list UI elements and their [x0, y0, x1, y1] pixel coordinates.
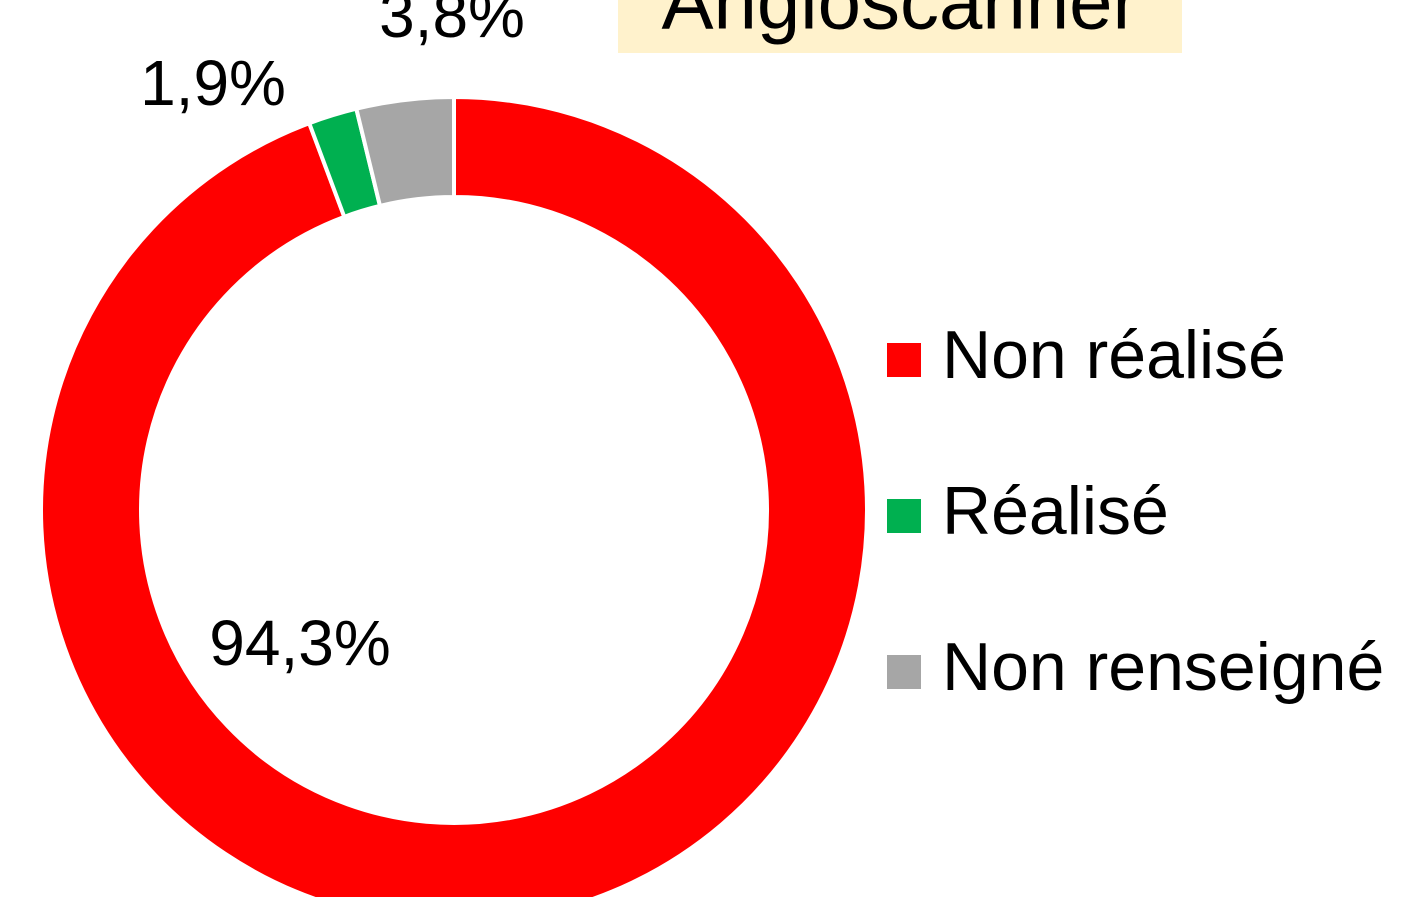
data-label: 3,8%	[379, 0, 525, 51]
legend-swatch	[887, 499, 921, 533]
chart-title: Angioscanner	[662, 0, 1139, 46]
donut-segment	[353, 94, 456, 209]
data-label: 94,3%	[209, 607, 390, 679]
legend-swatch	[887, 655, 921, 689]
legend-label: Réalisé	[942, 473, 1169, 549]
legend-label: Non renseigné	[942, 629, 1384, 705]
donut-segment	[39, 94, 869, 897]
legend-label: Non réalisé	[942, 317, 1286, 393]
legend-swatch	[887, 343, 921, 377]
title-background	[618, 0, 1182, 53]
data-label: 1,9%	[140, 47, 286, 119]
